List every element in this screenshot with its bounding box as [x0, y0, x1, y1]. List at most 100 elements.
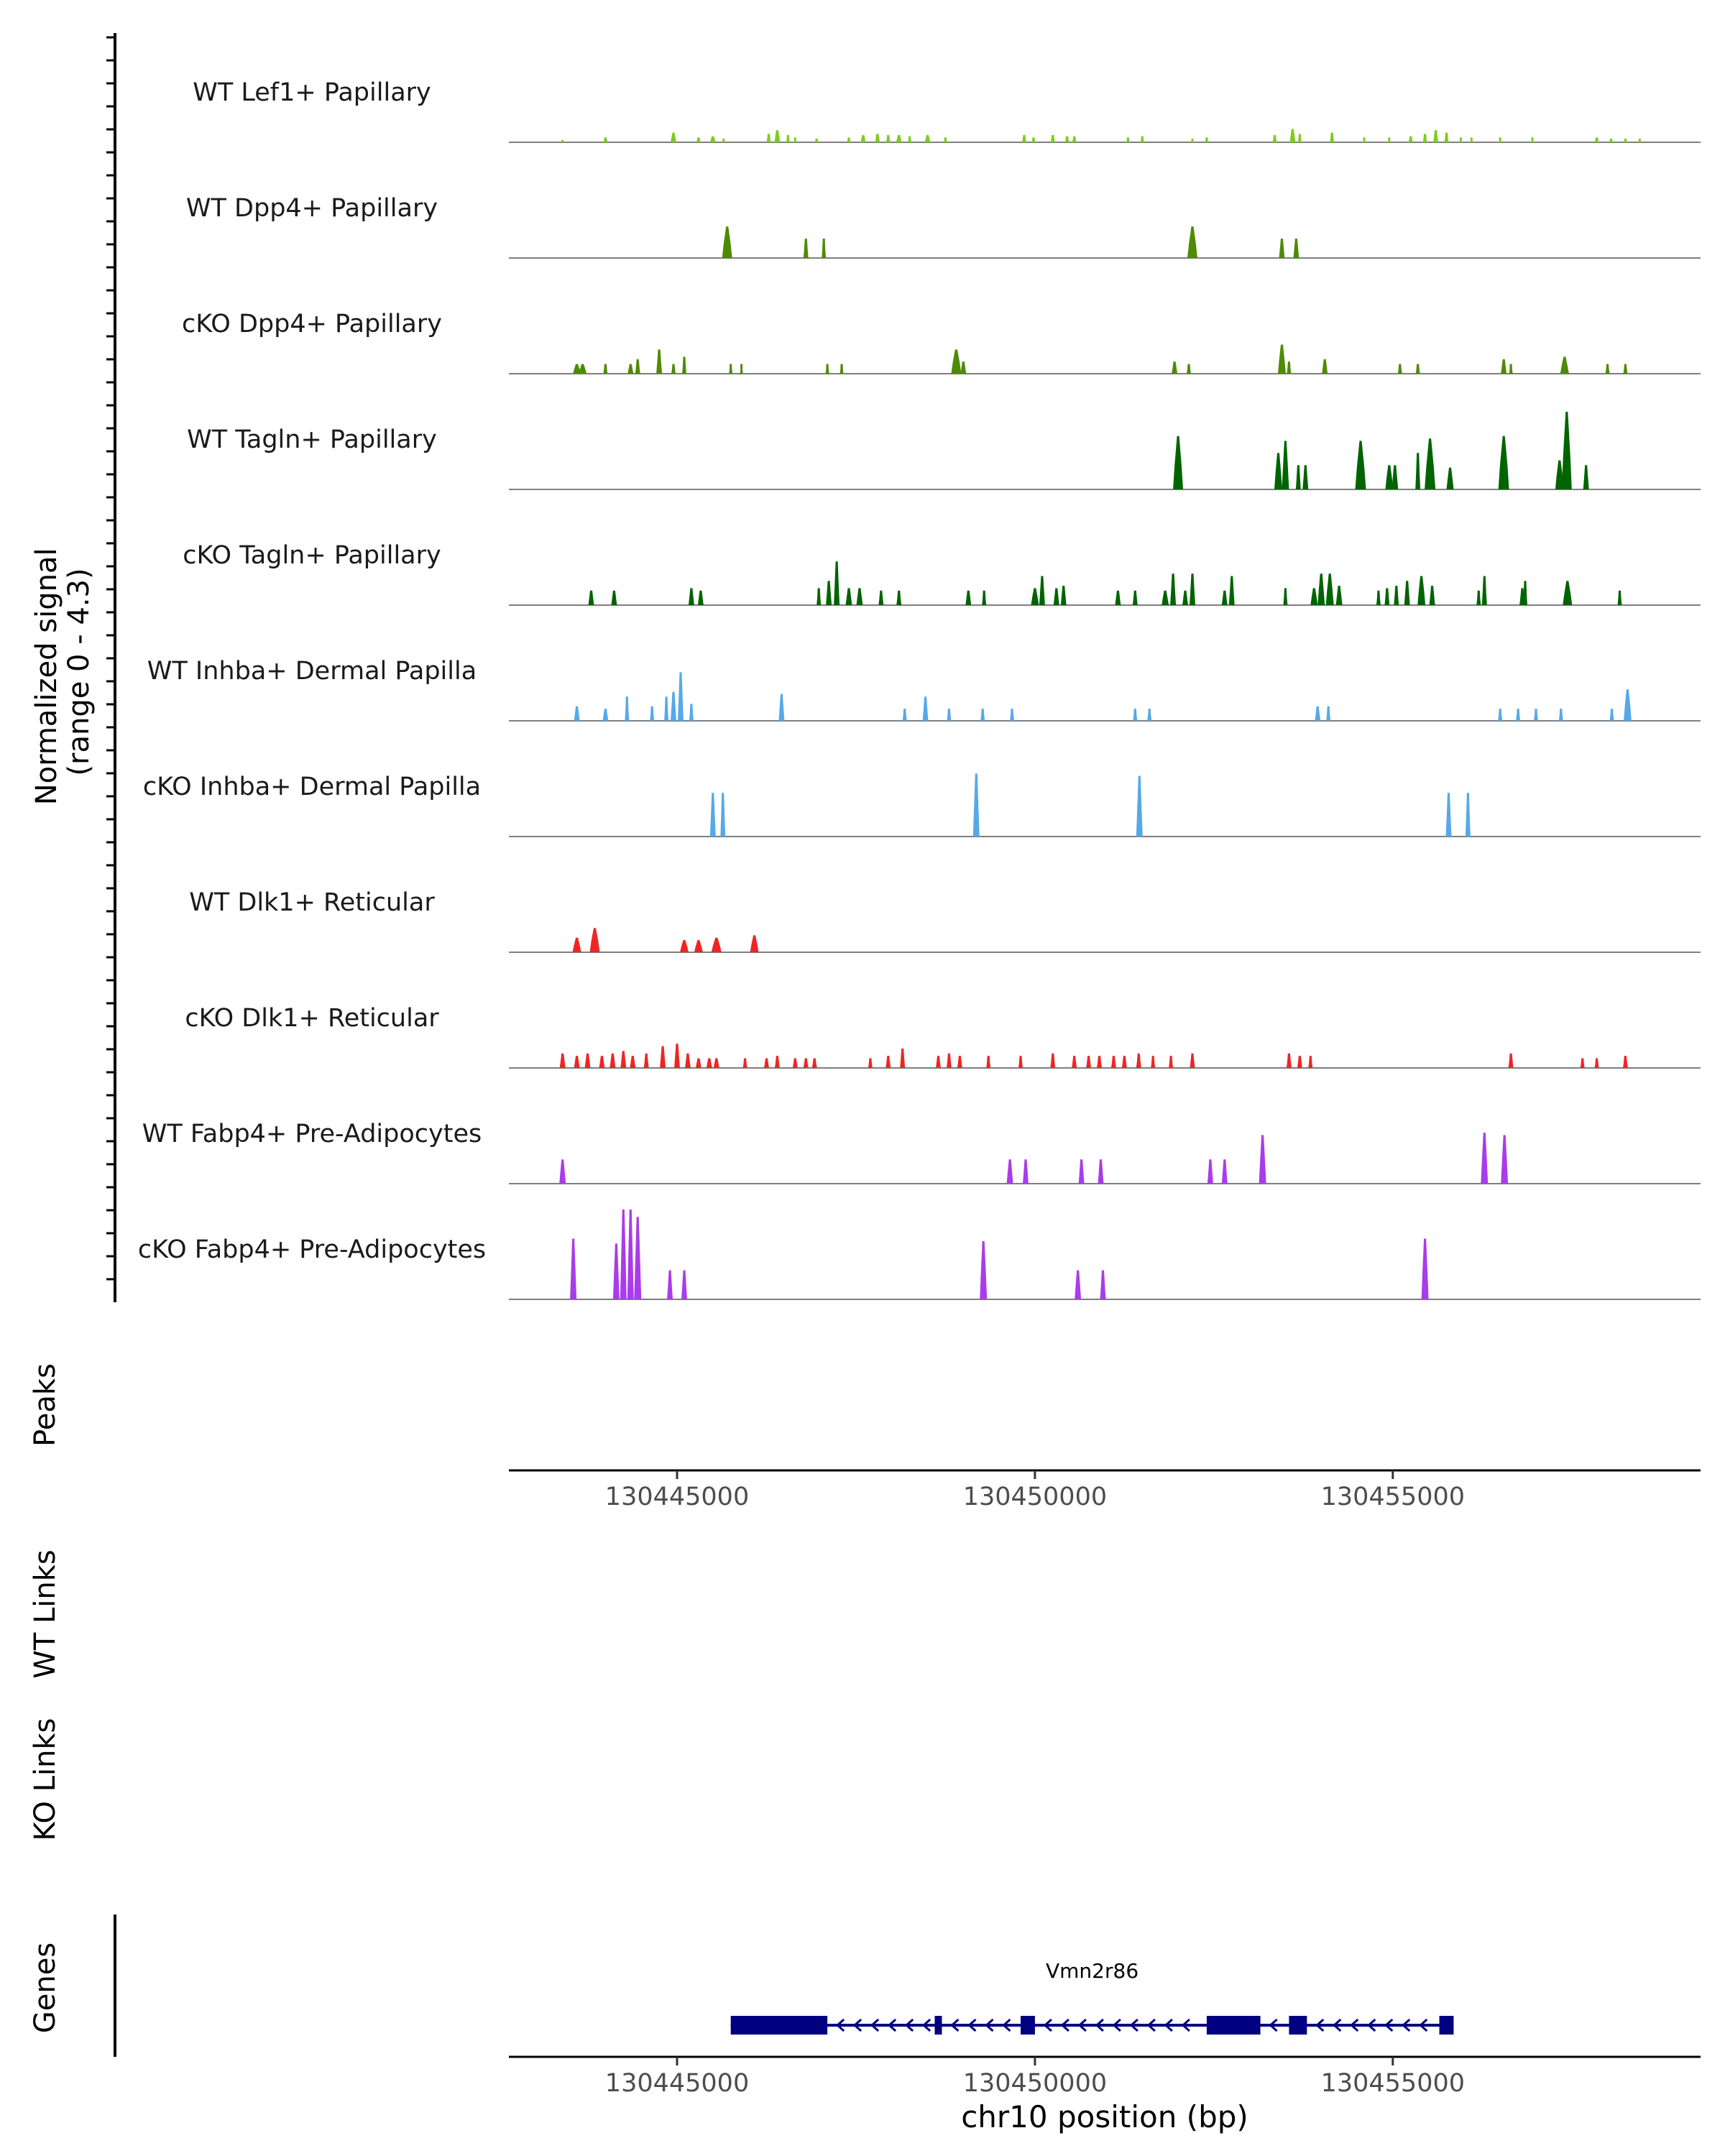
coverage-peak	[1609, 709, 1614, 721]
coverage-peak	[803, 239, 809, 258]
strand-arrow	[967, 2018, 977, 2032]
coverage-peak	[1624, 689, 1632, 721]
coverage-peak	[1594, 137, 1599, 142]
strand-arrow	[887, 2018, 897, 2032]
track-label: WT Inhba+ Dermal Papilla	[147, 657, 477, 686]
strand-arrow	[1060, 2018, 1070, 2032]
coverage-peak	[729, 364, 733, 374]
coverage-peak	[1422, 134, 1427, 142]
coverage-peak	[1322, 359, 1328, 374]
coverage-peak	[1408, 136, 1413, 142]
strand-arrow	[1077, 2018, 1087, 2032]
strand-arrow	[1002, 2018, 1011, 2032]
coverage-peak	[1470, 137, 1473, 142]
coverage-peak	[697, 590, 704, 605]
coverage-peak	[709, 793, 716, 837]
coverage-peak	[660, 1046, 666, 1068]
coverage-peak	[588, 590, 594, 605]
coverage-peak	[886, 134, 891, 142]
coverage-peak	[610, 1053, 616, 1068]
coverage-peak	[1190, 1053, 1195, 1068]
coverage-peak	[1100, 1270, 1106, 1299]
coverage-peak	[980, 1240, 988, 1299]
coverage-peak	[1289, 129, 1296, 142]
coverage-peak	[667, 1270, 673, 1299]
coverage-peak	[1561, 411, 1572, 489]
coverage-peak	[589, 928, 600, 952]
coverage-peak	[845, 588, 852, 605]
genes-panel-label: Genes	[29, 1943, 62, 2033]
coverage-peak	[811, 1058, 817, 1068]
coverage-peak	[1151, 1056, 1156, 1068]
coverage-peak	[1385, 465, 1394, 489]
coverage-peak	[1531, 137, 1534, 142]
coverage-peak	[688, 588, 694, 605]
coverage-peak	[674, 1044, 680, 1068]
coverage-peak	[1355, 441, 1366, 489]
track-label: cKO Tagln+ Papillary	[183, 541, 441, 570]
coverage-peak	[722, 226, 732, 258]
track: cKO Dlk1+ Reticular	[185, 1004, 1701, 1069]
x-tick-label: 130450000	[963, 1483, 1107, 1511]
coverage-peak	[1010, 709, 1014, 721]
coverage-peak	[1018, 1056, 1023, 1068]
coverage-peak	[1228, 576, 1235, 605]
coverage-peak	[650, 706, 655, 721]
coverage-peak	[1433, 130, 1438, 142]
coverage-peak	[896, 590, 902, 605]
track-label: cKO Dlk1+ Reticular	[185, 1004, 439, 1033]
coverage-peak	[1172, 361, 1178, 374]
coverage-peak	[1293, 239, 1300, 258]
coverage-peak	[1315, 706, 1321, 721]
coverage-peak	[1308, 1056, 1313, 1068]
strand-arrow	[1269, 2018, 1278, 2032]
coverage-peak	[603, 364, 608, 374]
coverage-peak	[681, 1270, 687, 1299]
coverage-peak	[1272, 134, 1277, 142]
track-label: cKO Dpp4+ Papillary	[182, 310, 442, 338]
coverage-peak	[570, 1238, 577, 1299]
coverage-peak	[559, 1159, 566, 1184]
coverage-peak	[1376, 590, 1381, 605]
coverage-peak	[947, 709, 952, 721]
coverage-peak	[630, 1056, 636, 1068]
gene-exon	[1206, 2016, 1261, 2035]
coverage-peak	[943, 137, 947, 142]
coverage-peak	[1397, 364, 1402, 374]
gene-exon	[1289, 2016, 1307, 2035]
coverage-peak	[1169, 1056, 1174, 1068]
coverage-peak	[972, 773, 980, 837]
coverage-peak	[694, 940, 703, 952]
coverage-peak	[1325, 573, 1334, 605]
coverage-peak	[1173, 436, 1183, 489]
coverage-peak	[1310, 588, 1318, 605]
wt-links-panel-label: WT Links	[29, 1549, 62, 1678]
track: WT Dlk1+ Reticular	[189, 888, 1701, 953]
coverage-peak	[826, 581, 832, 605]
coverage-peak	[1523, 581, 1527, 605]
coverage-peak	[671, 364, 676, 374]
coverage-peak	[1006, 1159, 1013, 1184]
coverage-peak	[706, 1058, 712, 1068]
coverage-peak	[689, 704, 694, 721]
coverage-tracks: WT Lef1+ Papillary WT Dpp4+ Papillary cKO …	[138, 78, 1701, 1300]
coverage-peak	[572, 937, 581, 952]
coverage-peak	[627, 1210, 634, 1299]
track-label: cKO Inhba+ Dermal Papilla	[143, 773, 481, 801]
coverage-peak	[1060, 586, 1067, 605]
coverage-peak	[1563, 581, 1573, 605]
track-label: WT Tagln+ Papillary	[187, 425, 437, 454]
gene-exon	[934, 2016, 942, 2035]
coverage-peak	[980, 709, 985, 721]
strand-arrow	[1043, 2018, 1052, 2032]
x-axis-title: chr10 position (bp)	[961, 2099, 1248, 2134]
coverage-peak	[1115, 590, 1121, 605]
gene-exon	[1020, 2016, 1035, 2035]
coverage-peak	[1140, 136, 1144, 142]
coverage-peak	[678, 672, 684, 721]
coverage-peak	[1050, 1053, 1056, 1068]
coverage-peak	[878, 590, 884, 605]
coverage-peak	[1297, 134, 1302, 142]
coverage-peak	[986, 1056, 991, 1068]
coverage-peak	[1623, 1056, 1628, 1068]
